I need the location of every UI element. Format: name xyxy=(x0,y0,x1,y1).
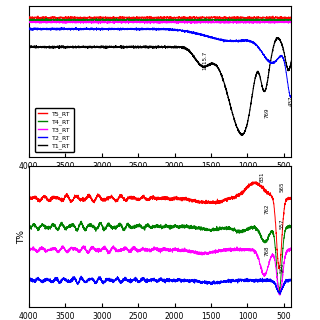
Text: 768: 768 xyxy=(264,245,269,256)
Text: 769: 769 xyxy=(264,107,269,118)
Text: 560: 560 xyxy=(280,262,284,273)
Legend: T5_RT, T4_RT, T3_RT, T2_RT, T1_RT: T5_RT, T4_RT, T3_RT, T2_RT, T1_RT xyxy=(35,108,74,152)
Text: 1615.7: 1615.7 xyxy=(203,50,208,69)
Text: 831: 831 xyxy=(260,171,265,182)
X-axis label: Waver number (cm$^{-1}$): Waver number (cm$^{-1}$) xyxy=(109,173,211,187)
Text: 565: 565 xyxy=(279,181,284,192)
Y-axis label: T%: T% xyxy=(17,230,26,244)
Text: 437: 437 xyxy=(289,95,293,106)
Text: 762: 762 xyxy=(265,203,270,214)
Text: 557: 557 xyxy=(280,219,285,229)
